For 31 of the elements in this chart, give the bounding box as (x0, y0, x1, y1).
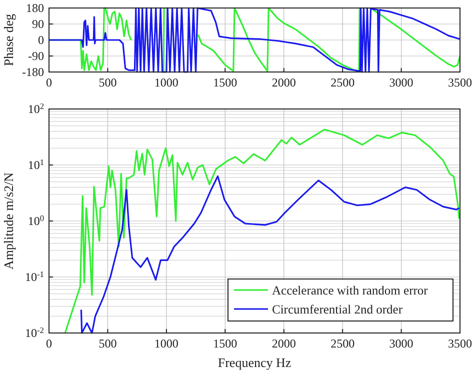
line-series (80, 175, 460, 334)
x-tick-label: 2000 (272, 76, 296, 90)
y-tick-label: 10$^{-1}$ (25, 270, 44, 284)
x-axis-title: Frequency Hz (218, 355, 292, 370)
x-tick-label: 2500 (330, 336, 355, 351)
y-tick-label: 0 (38, 33, 44, 48)
x-tick-label: 3000 (389, 336, 414, 351)
y-tick-label: 10$^{0}$ (28, 214, 44, 228)
legend-label: Circumferential 2nd order (272, 302, 404, 316)
y-tick-label: -180 (22, 65, 44, 80)
y-tick-label: 10$^{2}$ (28, 102, 44, 116)
y-tick-label: 10$^{1}$ (28, 158, 44, 172)
x-tick-label: 1000 (154, 76, 178, 90)
y-tick-label: -90 (28, 49, 44, 64)
x-tick-label: 500 (98, 76, 117, 90)
y-tick-label: 180 (26, 1, 44, 16)
x-tick-label: 3000 (389, 76, 414, 90)
y-tick-label: 10$^{-2}$ (25, 326, 44, 340)
y-tick-label: 90 (32, 17, 44, 32)
x-tick-label: 3500 (448, 76, 472, 90)
y-axis-title: Amplitude m/s2/N (1, 172, 16, 270)
line-series (64, 128, 460, 334)
x-tick-label: 1000 (154, 336, 178, 351)
x-tick-label: 500 (98, 336, 117, 351)
y-axis-title: Phase deg (1, 13, 16, 66)
x-tick-label: 2000 (272, 336, 296, 351)
x-tick-label: 1500 (213, 336, 238, 351)
x-tick-label: 2500 (330, 76, 355, 90)
x-tick-label: 3500 (448, 336, 472, 351)
legend-label: Accelerance with random error (272, 283, 429, 298)
x-tick-label: 1500 (213, 76, 238, 90)
